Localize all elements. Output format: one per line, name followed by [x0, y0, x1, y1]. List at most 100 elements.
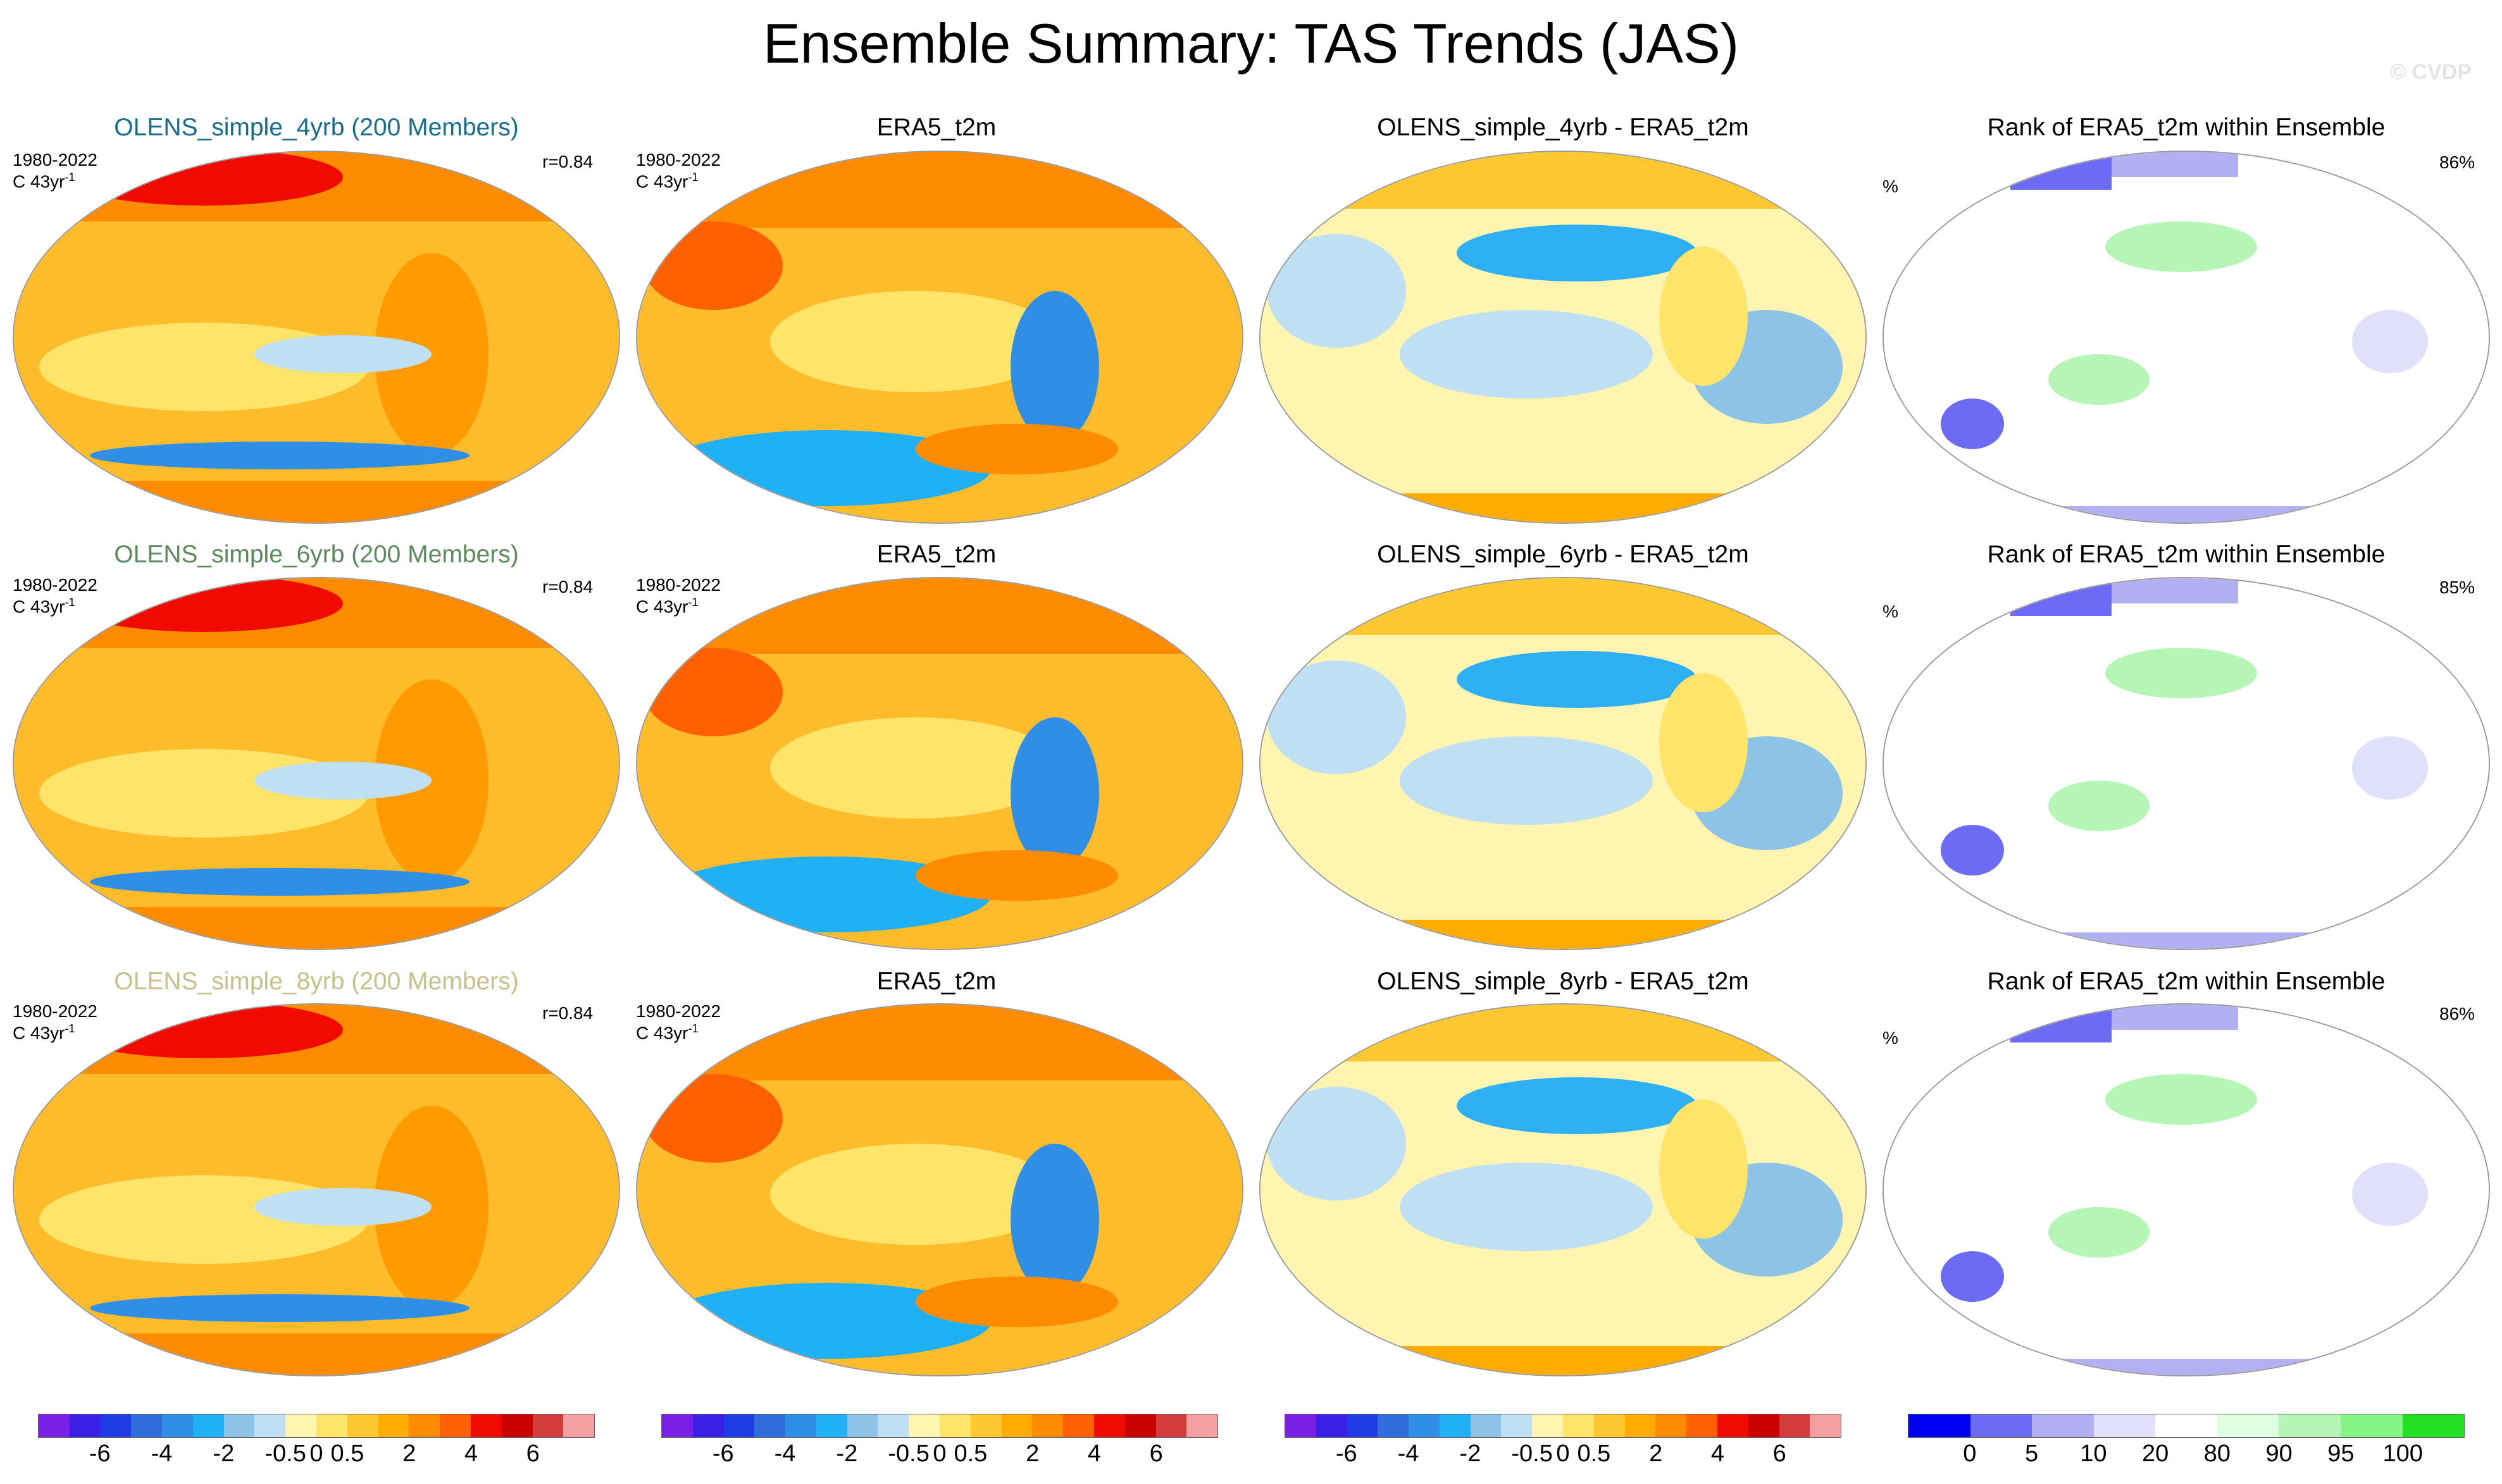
- colorbar-swatch: [1655, 1414, 1687, 1437]
- colorbar-swatches: [1285, 1414, 1841, 1438]
- units-exponent: -1: [688, 596, 699, 609]
- map-difference: [1259, 577, 1867, 950]
- colorbar-swatch: [192, 1414, 224, 1437]
- units-text: C 43yr: [13, 597, 65, 617]
- colorbar-tick-label: 0: [1963, 1440, 1977, 1467]
- colorbar-tick-label: 2: [1649, 1440, 1663, 1467]
- panel-title-model: OLENS_simple_8yrb (200 Members): [114, 968, 519, 995]
- colorbar-tick-label: 80: [2203, 1440, 2231, 1467]
- colorbar-tick-label: -6: [1335, 1440, 1357, 1467]
- panel-title-obs: ERA5_t2m: [876, 968, 997, 995]
- colorbar-swatch: [1439, 1414, 1471, 1437]
- panel-title-obs: ERA5_t2m: [876, 114, 997, 141]
- colorbar-swatch: [1717, 1414, 1748, 1437]
- colorbar-swatch: [785, 1414, 816, 1437]
- units-text: C 43yr: [13, 1023, 65, 1043]
- colorbar-swatch: [378, 1414, 409, 1437]
- colorbar-swatch: [563, 1414, 595, 1437]
- colorbar-ticks: -6 -4 -2 -0.5 0 0.5 2 4 6: [661, 1438, 1218, 1469]
- colorbar-tick-label: 100: [2382, 1440, 2423, 1467]
- map-model-trend: [13, 1003, 620, 1376]
- colorbar-swatch: [1347, 1414, 1378, 1437]
- colorbar-swatch: [39, 1414, 70, 1437]
- map-model-trend: [13, 577, 620, 950]
- colorbar-swatch: [100, 1414, 132, 1437]
- colorbar-swatch: [940, 1414, 971, 1437]
- colorbar-swatch: [1093, 1414, 1125, 1437]
- colorbar-swatch: [2217, 1414, 2279, 1437]
- colorbar-tick-label: 0.5: [330, 1440, 364, 1467]
- map-obs-trend: [636, 577, 1243, 950]
- panel-title-diff: OLENS_simple_6yrb - ERA5_t2m: [1377, 541, 1749, 568]
- map-obs-trend: [636, 1003, 1243, 1376]
- colorbar-swatch: [532, 1414, 564, 1437]
- colorbar-tick-label: -2: [213, 1440, 235, 1467]
- units-label: %: [1883, 176, 1898, 196]
- pattern-correlation: r=0.84: [542, 1003, 594, 1023]
- colorbar-swatch: [1155, 1414, 1187, 1437]
- colorbar-tick-label: -0.5: [265, 1440, 306, 1467]
- units-text: C 43yr: [13, 171, 65, 192]
- panel-title-model: OLENS_simple_4yrb (200 Members): [114, 114, 519, 141]
- colorbar-tick-label: 0: [309, 1440, 323, 1467]
- colorbar-tick-label: 2: [1026, 1440, 1040, 1467]
- colorbar-swatch: [316, 1414, 347, 1437]
- units-text: C 43yr: [636, 1023, 688, 1043]
- units-exponent: -1: [65, 1022, 75, 1035]
- colorbar-trend-1: -6 -4 -2 -0.5 0 0.5 2 4 6: [38, 1414, 595, 1469]
- units-label: %: [1883, 602, 1898, 621]
- colorbar-swatch: [1686, 1414, 1717, 1437]
- colorbar-swatch: [1501, 1414, 1533, 1437]
- map-difference: [1259, 151, 1867, 524]
- colorbar-swatch: [131, 1414, 163, 1437]
- colorbar-swatch: [69, 1414, 101, 1437]
- colorbar-tick-label: 6: [1772, 1440, 1786, 1467]
- units-label: C 43yr-1: [13, 1022, 75, 1044]
- colorbar-swatch: [1470, 1414, 1502, 1437]
- period-label: 1980-2022: [13, 1001, 97, 1021]
- period-label: 1980-2022: [636, 575, 721, 595]
- colorbar-tick-label: 5: [2024, 1440, 2039, 1467]
- colorbar-tick-label: -4: [151, 1440, 173, 1467]
- units-label: C 43yr-1: [636, 171, 698, 192]
- period-label: 1980-2022: [13, 575, 97, 595]
- colorbar-swatch: [2279, 1414, 2341, 1437]
- colorbar-swatches: [38, 1414, 595, 1438]
- colorbar-tick-label: -4: [1397, 1440, 1419, 1467]
- map-model-trend: [13, 151, 620, 524]
- map-rank: [1883, 577, 2490, 950]
- colorbar-tick-label: 90: [2265, 1440, 2293, 1467]
- colorbar-swatch: [347, 1414, 378, 1437]
- cvdp-watermark: © CVDP: [2390, 60, 2472, 84]
- colorbar-swatch: [1970, 1414, 2032, 1437]
- pattern-correlation: r=0.84: [542, 152, 594, 171]
- colorbar-tick-label: 20: [2141, 1440, 2169, 1467]
- colorbar-swatch: [409, 1414, 440, 1437]
- pattern-correlation: r=0.84: [542, 577, 594, 597]
- map-rank: [1883, 1003, 2490, 1376]
- period-label: 1980-2022: [636, 150, 721, 170]
- colorbar-swatch: [754, 1414, 786, 1437]
- colorbar-swatch: [1532, 1414, 1564, 1437]
- colorbar-swatch: [909, 1414, 940, 1437]
- panel-title-diff: OLENS_simple_4yrb - ERA5_t2m: [1377, 114, 1749, 141]
- colorbar-tick-label: 0: [1556, 1440, 1570, 1467]
- colorbar-swatch: [1124, 1414, 1156, 1437]
- colorbar-tick-label: -0.5: [888, 1440, 930, 1467]
- colorbar-swatch: [254, 1414, 286, 1437]
- panel-title-rank: Rank of ERA5_t2m within Ensemble: [1987, 114, 2386, 141]
- global-rank-percent: 86%: [2439, 1004, 2475, 1023]
- units-label: C 43yr-1: [13, 596, 75, 617]
- colorbar-tick-label: -6: [712, 1440, 734, 1467]
- colorbar-swatch: [1285, 1414, 1316, 1437]
- map-rank: [1883, 151, 2490, 524]
- panel-title-rank: Rank of ERA5_t2m within Ensemble: [1987, 968, 2386, 995]
- map-obs-trend: [636, 151, 1243, 524]
- colorbar-swatch: [470, 1414, 502, 1437]
- colorbar-swatch: [2155, 1414, 2217, 1437]
- units-label: C 43yr-1: [636, 596, 698, 617]
- units-exponent: -1: [65, 596, 75, 609]
- colorbar-swatch: [1779, 1414, 1810, 1437]
- colorbar-swatch: [1908, 1414, 1970, 1437]
- global-rank-percent: 85%: [2439, 578, 2475, 597]
